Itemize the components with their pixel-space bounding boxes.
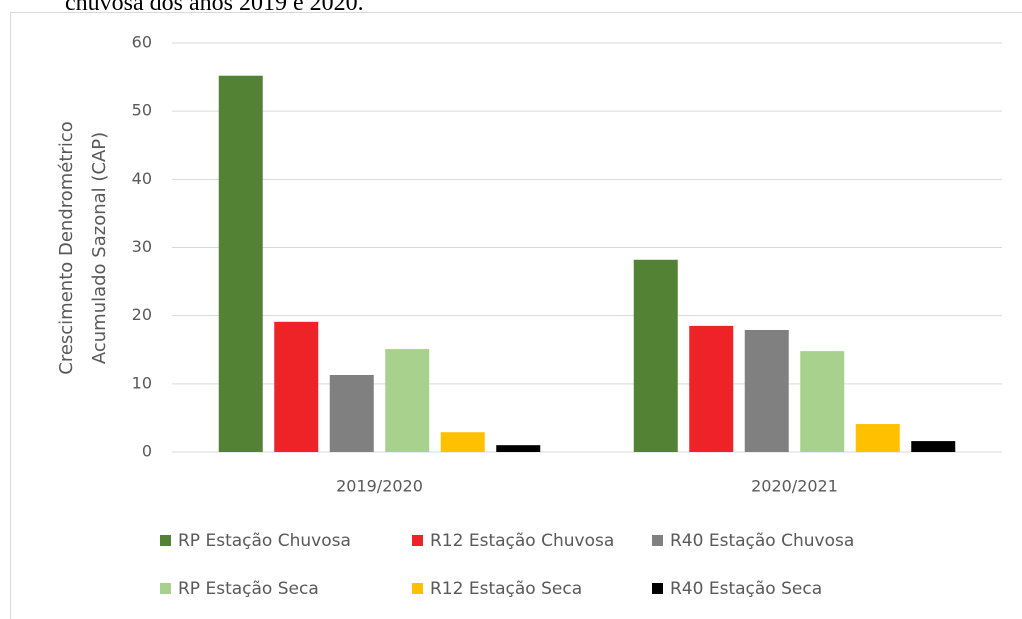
bar (385, 349, 430, 452)
x-tick-label: 2020/2021 (751, 477, 838, 496)
bar (800, 351, 845, 452)
caption: chuvosa dos anos 2019 e 2020. (65, 0, 364, 16)
bar (496, 445, 541, 452)
y-tick-label: 20 (132, 305, 152, 324)
y-axis-title: Acumulado Sazonal (CAP) (89, 132, 110, 364)
legend-swatch (412, 583, 423, 594)
y-tick-label: 60 (132, 33, 152, 52)
y-tick-label: 40 (132, 169, 152, 188)
bar (329, 374, 374, 452)
y-axis-title: Crescimento Dendrométrico (56, 121, 77, 375)
bar (440, 432, 485, 452)
legend-swatch (160, 535, 171, 546)
bar (744, 329, 789, 452)
y-tick-label: 10 (132, 373, 152, 392)
bar (689, 325, 734, 452)
legend-label: R12 Estação Seca (430, 579, 582, 599)
legend-swatch (652, 535, 663, 546)
legend-swatch (412, 535, 423, 546)
legend-label: R40 Estação Seca (670, 579, 822, 599)
legend-swatch (652, 583, 663, 594)
bar (218, 75, 263, 452)
legend-label: RP Estação Seca (178, 579, 319, 599)
y-tick-label: 0 (142, 442, 152, 461)
bar (633, 259, 678, 452)
legend-swatch (160, 583, 171, 594)
x-tick-label: 2019/2020 (336, 477, 423, 496)
bar (855, 424, 900, 452)
legend-label: R40 Estação Chuvosa (670, 531, 854, 551)
y-tick-label: 50 (132, 101, 152, 120)
bar (274, 321, 319, 452)
y-tick-label: 30 (132, 237, 152, 256)
bar (911, 441, 956, 452)
legend-label: R12 Estação Chuvosa (430, 531, 614, 551)
legend-label: RP Estação Chuvosa (178, 531, 351, 551)
